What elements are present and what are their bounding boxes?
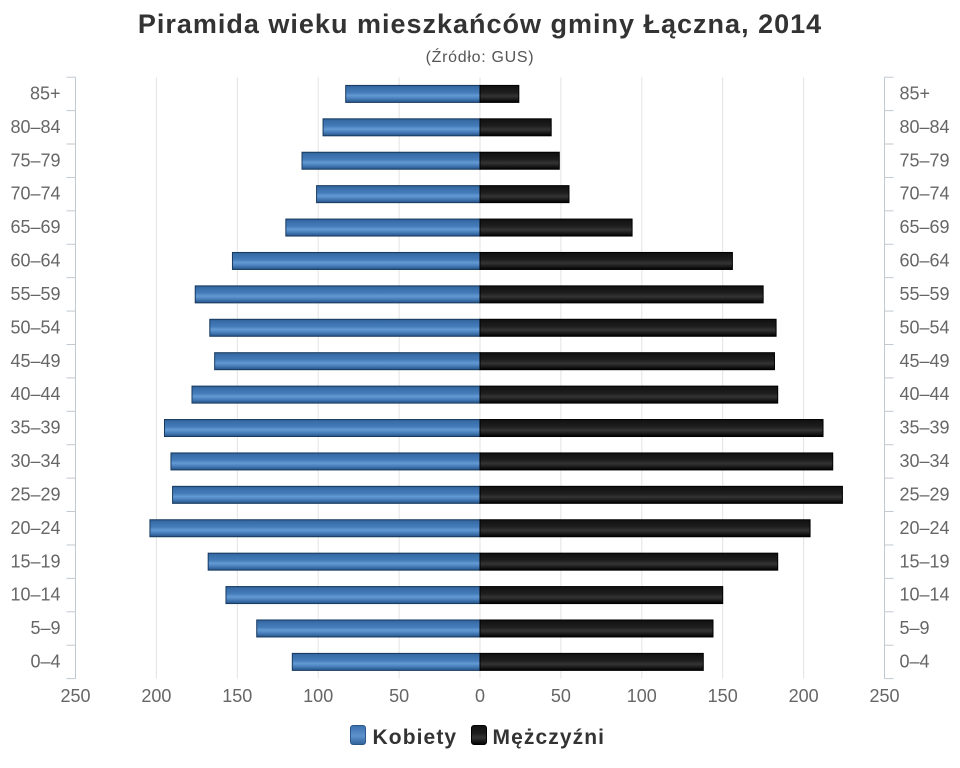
svg-text:(Źródło: GUS): (Źródło: GUS) — [426, 47, 535, 66]
svg-text:45–49: 45–49 — [900, 351, 950, 371]
svg-text:45–49: 45–49 — [10, 351, 60, 371]
svg-text:40–44: 40–44 — [10, 384, 60, 404]
svg-text:30–34: 30–34 — [900, 451, 950, 471]
svg-text:Piramida wieku mieszkańców gmi: Piramida wieku mieszkańców gminy Łączna,… — [138, 9, 822, 39]
svg-text:250: 250 — [60, 686, 90, 706]
svg-text:60–64: 60–64 — [10, 251, 60, 271]
svg-text:80–84: 80–84 — [10, 117, 60, 137]
svg-text:200: 200 — [789, 686, 819, 706]
svg-text:10–14: 10–14 — [10, 585, 60, 605]
svg-text:60–64: 60–64 — [900, 251, 950, 271]
svg-text:50–54: 50–54 — [10, 317, 60, 337]
svg-text:50–54: 50–54 — [900, 317, 950, 337]
svg-text:35–39: 35–39 — [10, 418, 60, 438]
svg-text:75–79: 75–79 — [900, 150, 950, 170]
svg-text:5–9: 5–9 — [30, 618, 60, 638]
svg-text:150: 150 — [222, 686, 252, 706]
svg-text:100: 100 — [627, 686, 657, 706]
svg-text:5–9: 5–9 — [900, 618, 930, 638]
svg-text:Mężczyźni: Mężczyźni — [493, 726, 606, 749]
svg-text:55–59: 55–59 — [10, 284, 60, 304]
svg-text:50: 50 — [389, 686, 409, 706]
svg-text:65–69: 65–69 — [900, 217, 950, 237]
svg-text:70–74: 70–74 — [10, 184, 60, 204]
svg-text:Kobiety: Kobiety — [373, 726, 458, 749]
svg-text:85+: 85+ — [900, 84, 931, 104]
svg-text:30–34: 30–34 — [10, 451, 60, 471]
svg-text:0–4: 0–4 — [30, 652, 60, 672]
svg-text:0: 0 — [475, 686, 485, 706]
svg-text:75–79: 75–79 — [10, 150, 60, 170]
svg-text:85+: 85+ — [30, 84, 61, 104]
svg-text:50: 50 — [551, 686, 571, 706]
svg-text:70–74: 70–74 — [900, 184, 950, 204]
svg-text:40–44: 40–44 — [900, 384, 950, 404]
svg-text:25–29: 25–29 — [900, 484, 950, 504]
svg-text:20–24: 20–24 — [10, 518, 60, 538]
svg-text:200: 200 — [141, 686, 171, 706]
svg-text:55–59: 55–59 — [900, 284, 950, 304]
svg-text:65–69: 65–69 — [10, 217, 60, 237]
svg-text:15–19: 15–19 — [10, 551, 60, 571]
svg-text:80–84: 80–84 — [900, 117, 950, 137]
svg-text:250: 250 — [869, 686, 899, 706]
svg-text:150: 150 — [708, 686, 738, 706]
svg-text:100: 100 — [303, 686, 333, 706]
svg-text:0–4: 0–4 — [900, 652, 930, 672]
svg-text:10–14: 10–14 — [900, 585, 950, 605]
svg-text:15–19: 15–19 — [900, 551, 950, 571]
svg-text:35–39: 35–39 — [900, 418, 950, 438]
svg-text:25–29: 25–29 — [10, 484, 60, 504]
svg-text:20–24: 20–24 — [900, 518, 950, 538]
